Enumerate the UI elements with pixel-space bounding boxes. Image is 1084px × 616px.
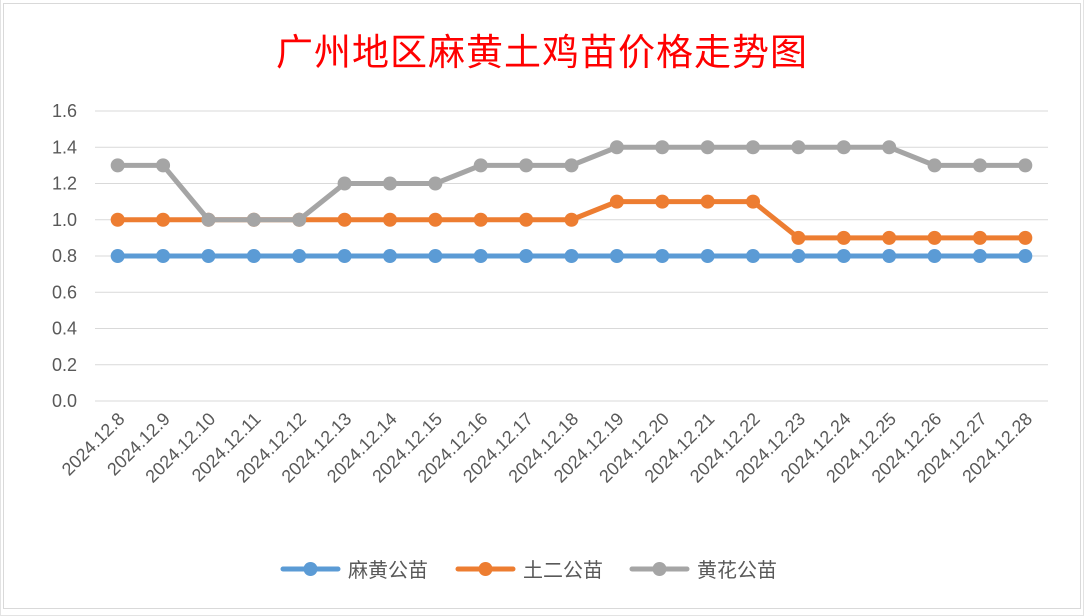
data-point — [564, 158, 579, 173]
data-point — [110, 212, 125, 227]
data-point — [428, 176, 443, 191]
data-point — [110, 158, 125, 173]
data-point — [1018, 158, 1033, 173]
data-point — [836, 140, 851, 155]
sheet-gridline — [0, 0, 1, 616]
y-tick-label: 1.6 — [52, 101, 77, 121]
y-tick-label: 1.2 — [52, 174, 77, 194]
data-point — [972, 230, 987, 245]
data-point — [609, 140, 624, 155]
data-point — [292, 212, 307, 227]
data-point — [564, 249, 579, 263]
data-point — [927, 158, 942, 173]
data-point — [927, 249, 942, 263]
data-point — [382, 212, 397, 227]
data-point — [246, 212, 261, 227]
legend-label: 黄花公苗 — [697, 558, 777, 582]
data-point — [927, 230, 942, 245]
data-point — [700, 140, 715, 155]
y-tick-label: 0.6 — [52, 282, 77, 302]
data-point — [972, 249, 987, 263]
data-point — [519, 158, 534, 173]
data-point — [519, 212, 534, 227]
legend-label: 麻黄公苗 — [348, 558, 428, 582]
data-point — [791, 249, 806, 263]
data-point — [746, 194, 761, 209]
data-point — [655, 140, 670, 155]
y-tick-label: 0.2 — [52, 355, 77, 375]
data-point — [791, 230, 806, 245]
data-point — [655, 249, 670, 263]
data-point — [473, 249, 488, 263]
data-point — [519, 249, 534, 263]
data-point — [337, 176, 352, 191]
legend-label: 土二公苗 — [523, 558, 603, 582]
data-point — [882, 249, 897, 263]
y-tick-label: 0.4 — [52, 319, 77, 339]
data-point — [337, 249, 352, 263]
legend-swatch-marker — [652, 562, 667, 576]
data-point — [337, 212, 352, 227]
data-point — [1018, 230, 1033, 245]
data-point — [836, 230, 851, 245]
legend-swatch-marker — [303, 562, 318, 576]
data-point — [292, 249, 307, 263]
data-point — [1018, 249, 1033, 263]
data-point — [428, 212, 443, 227]
y-tick-label: 1.4 — [52, 137, 77, 157]
data-point — [791, 140, 806, 155]
y-tick-label: 0.8 — [52, 246, 77, 266]
y-tick-label: 1.0 — [52, 210, 77, 230]
data-point — [246, 249, 261, 263]
data-point — [655, 194, 670, 209]
data-point — [972, 158, 987, 173]
data-point — [428, 249, 443, 263]
data-point — [156, 249, 171, 263]
data-point — [746, 249, 761, 263]
data-point — [746, 140, 761, 155]
data-point — [156, 212, 171, 227]
legend-swatch-marker — [478, 562, 493, 576]
y-tick-label: 0.0 — [52, 391, 77, 411]
data-point — [156, 158, 171, 173]
data-point — [609, 249, 624, 263]
data-point — [473, 212, 488, 227]
data-point — [201, 212, 216, 227]
data-point — [382, 176, 397, 191]
data-point — [473, 158, 488, 173]
data-point — [201, 249, 216, 263]
data-point — [110, 249, 125, 263]
data-point — [882, 140, 897, 155]
chart-area[interactable] — [3, 3, 1081, 609]
data-point — [836, 249, 851, 263]
data-point — [882, 230, 897, 245]
chart-title: 广州地区麻黄土鸡苗价格走势图 — [276, 31, 808, 74]
data-point — [700, 249, 715, 263]
data-point — [609, 194, 624, 209]
data-point — [700, 194, 715, 209]
data-point — [564, 212, 579, 227]
data-point — [382, 249, 397, 263]
